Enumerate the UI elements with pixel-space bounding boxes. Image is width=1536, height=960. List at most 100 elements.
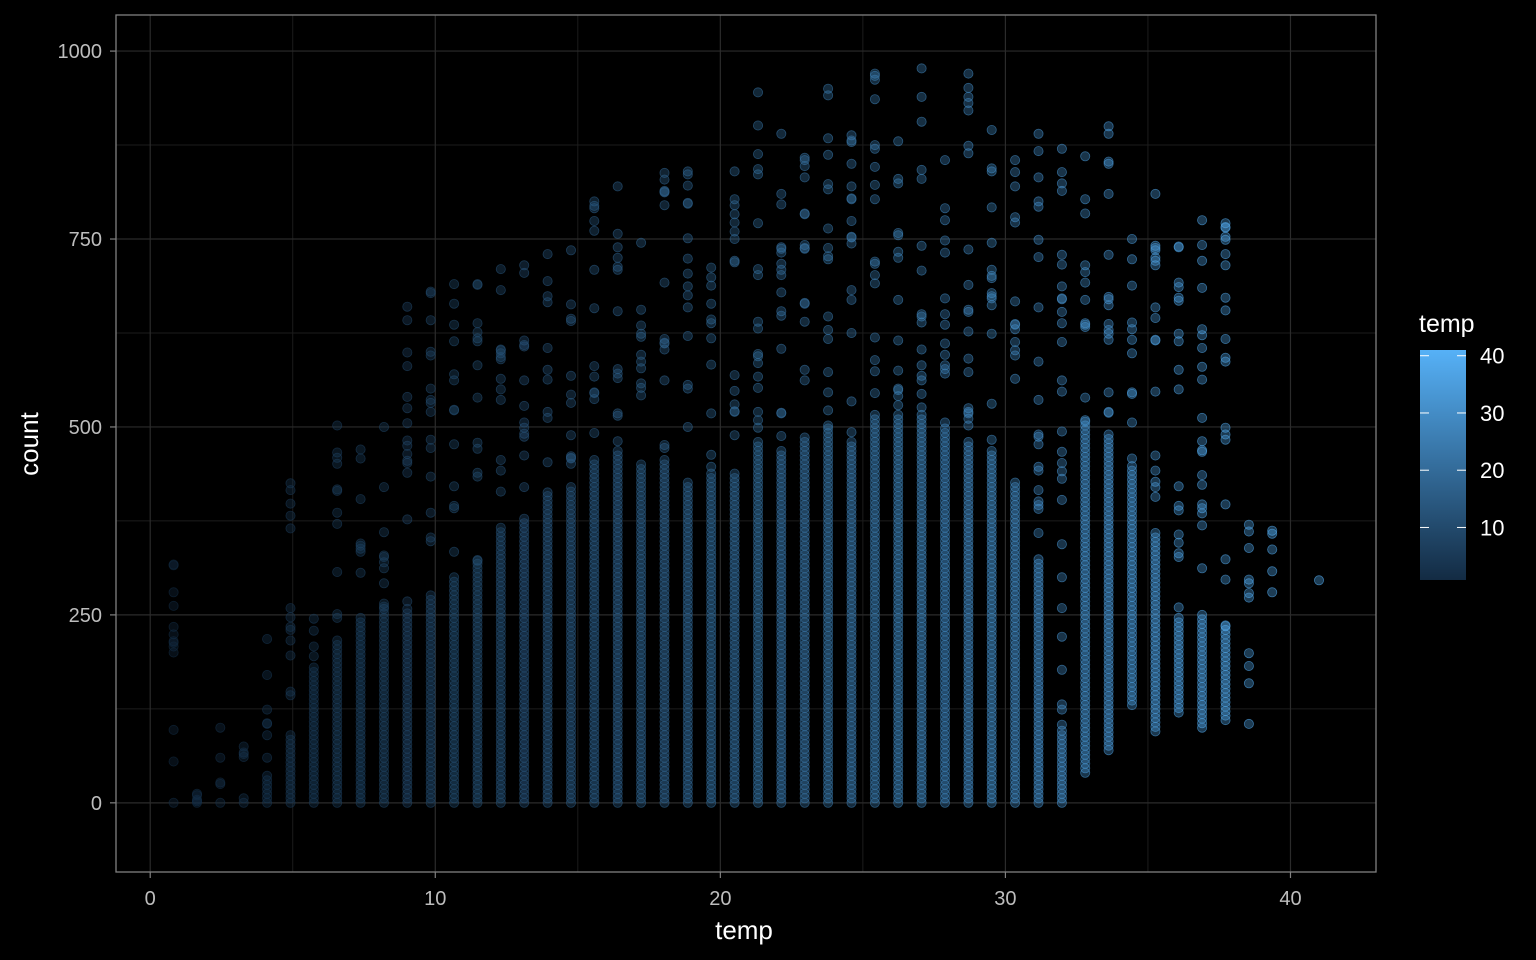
data-point: [402, 440, 413, 451]
data-point: [449, 503, 460, 514]
data-point: [729, 217, 740, 228]
data-point: [636, 328, 647, 339]
data-point: [519, 375, 530, 386]
data-point: [1220, 554, 1231, 565]
data-point: [799, 364, 810, 375]
data-point: [986, 398, 997, 409]
data-point: [916, 164, 927, 175]
data-point: [1150, 465, 1161, 476]
data-point: [449, 279, 460, 290]
data-point: [1080, 392, 1091, 403]
data-point: [1103, 334, 1114, 345]
y-tick-label: 1000: [58, 41, 103, 63]
data-point: [472, 279, 483, 290]
data-point: [215, 722, 226, 733]
data-point: [612, 436, 623, 447]
data-point: [285, 730, 296, 741]
data-point: [893, 173, 904, 184]
data-point: [495, 394, 506, 405]
data-point: [963, 436, 974, 447]
data-point: [566, 397, 577, 408]
data-point: [916, 265, 927, 276]
data-point: [1033, 356, 1044, 367]
data-point: [776, 199, 787, 210]
data-point: [589, 371, 600, 382]
data-point: [542, 276, 553, 287]
data-point: [1243, 543, 1254, 554]
data-point: [963, 148, 974, 159]
data-point: [519, 482, 530, 493]
y-tick-label: 750: [69, 229, 102, 251]
data-point: [566, 389, 577, 400]
data-point: [1010, 350, 1021, 361]
data-point: [1010, 318, 1021, 329]
data-point: [659, 200, 670, 211]
data-point: [823, 405, 834, 416]
data-point: [682, 198, 693, 209]
data-point: [495, 264, 506, 275]
data-point: [215, 752, 226, 763]
data-point: [916, 116, 927, 127]
data-point: [262, 730, 273, 741]
data-point: [682, 180, 693, 191]
data-point: [1033, 554, 1044, 565]
data-point: [1197, 342, 1208, 353]
data-point: [823, 242, 834, 253]
data-point: [753, 149, 764, 160]
data-point: [1267, 566, 1278, 577]
data-point: [1267, 528, 1278, 539]
data-point: [963, 98, 974, 109]
data-point: [869, 194, 880, 205]
data-point: [472, 467, 483, 478]
data-point: [542, 406, 553, 417]
data-point: [402, 455, 413, 466]
data-point: [729, 430, 740, 441]
data-point: [285, 635, 296, 646]
data-point: [916, 388, 927, 399]
data-point: [893, 409, 904, 420]
data-point: [425, 434, 436, 445]
data-point: [753, 406, 764, 417]
data-point: [963, 82, 974, 93]
data-point: [612, 410, 623, 421]
data-point: [566, 315, 577, 326]
data-point: [893, 294, 904, 305]
data-point: [823, 420, 834, 431]
data-point: [449, 298, 460, 309]
data-point: [869, 270, 880, 281]
data-point: [612, 252, 623, 263]
data-point: [1150, 188, 1161, 199]
data-point: [776, 247, 787, 258]
data-point: [402, 391, 413, 402]
data-point: [963, 304, 974, 315]
data-point: [168, 629, 179, 640]
data-point: [355, 540, 366, 551]
data-point: [425, 397, 436, 408]
data-point: [753, 351, 764, 362]
data-point: [706, 314, 717, 325]
data-point: [1150, 302, 1161, 313]
x-tick-label: 30: [994, 888, 1016, 910]
data-point: [659, 333, 670, 344]
grid-lines: [116, 15, 1376, 872]
data-point: [1127, 348, 1138, 359]
data-point: [495, 373, 506, 384]
data-point: [799, 208, 810, 219]
data-point: [495, 384, 506, 395]
data-point: [1197, 361, 1208, 372]
data-point: [1080, 294, 1091, 305]
data-point: [542, 297, 553, 308]
x-axis-title: temp: [715, 915, 773, 945]
data-point: [262, 718, 273, 729]
data-point: [682, 268, 693, 279]
data-point: [893, 385, 904, 396]
data-point: [1197, 446, 1208, 457]
data-point: [682, 290, 693, 301]
data-point: [706, 359, 717, 370]
data-point: [1056, 699, 1067, 710]
data-point: [1267, 544, 1278, 555]
data-point: [682, 166, 693, 177]
data-point: [1080, 321, 1091, 332]
data-point: [472, 327, 483, 338]
data-point: [916, 240, 927, 251]
